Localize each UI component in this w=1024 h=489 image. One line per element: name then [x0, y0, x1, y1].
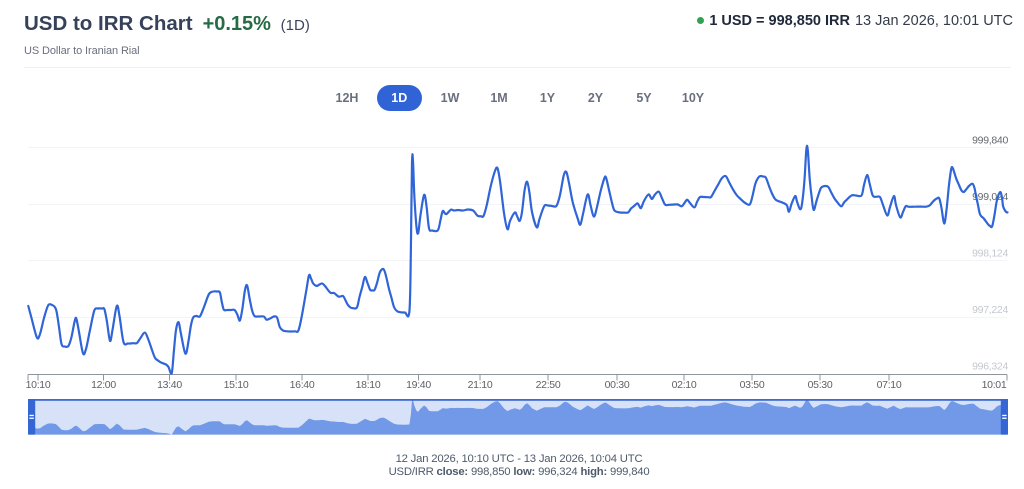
svg-text:10:10: 10:10 [26, 379, 51, 391]
svg-text:03:50: 03:50 [740, 379, 765, 391]
svg-text:999,840: 999,840 [972, 135, 1008, 147]
svg-text:16:40: 16:40 [290, 379, 315, 391]
svg-text:05:30: 05:30 [808, 379, 833, 391]
svg-text:10:01: 10:01 [982, 379, 1007, 391]
svg-text:997,224: 997,224 [972, 304, 1008, 316]
svg-text:15:10: 15:10 [224, 379, 249, 391]
svg-text:02:10: 02:10 [672, 379, 697, 391]
svg-text:00:30: 00:30 [605, 379, 630, 391]
svg-text:998,124: 998,124 [972, 248, 1008, 260]
svg-text:13:40: 13:40 [157, 379, 182, 391]
svg-text:07:10: 07:10 [877, 379, 902, 391]
svg-text:22:50: 22:50 [536, 379, 561, 391]
svg-text:21:10: 21:10 [468, 379, 493, 391]
svg-text:996,324: 996,324 [972, 361, 1008, 373]
svg-text:12:00: 12:00 [91, 379, 116, 391]
svg-text:18:10: 18:10 [356, 379, 381, 391]
svg-text:19:40: 19:40 [406, 379, 431, 391]
